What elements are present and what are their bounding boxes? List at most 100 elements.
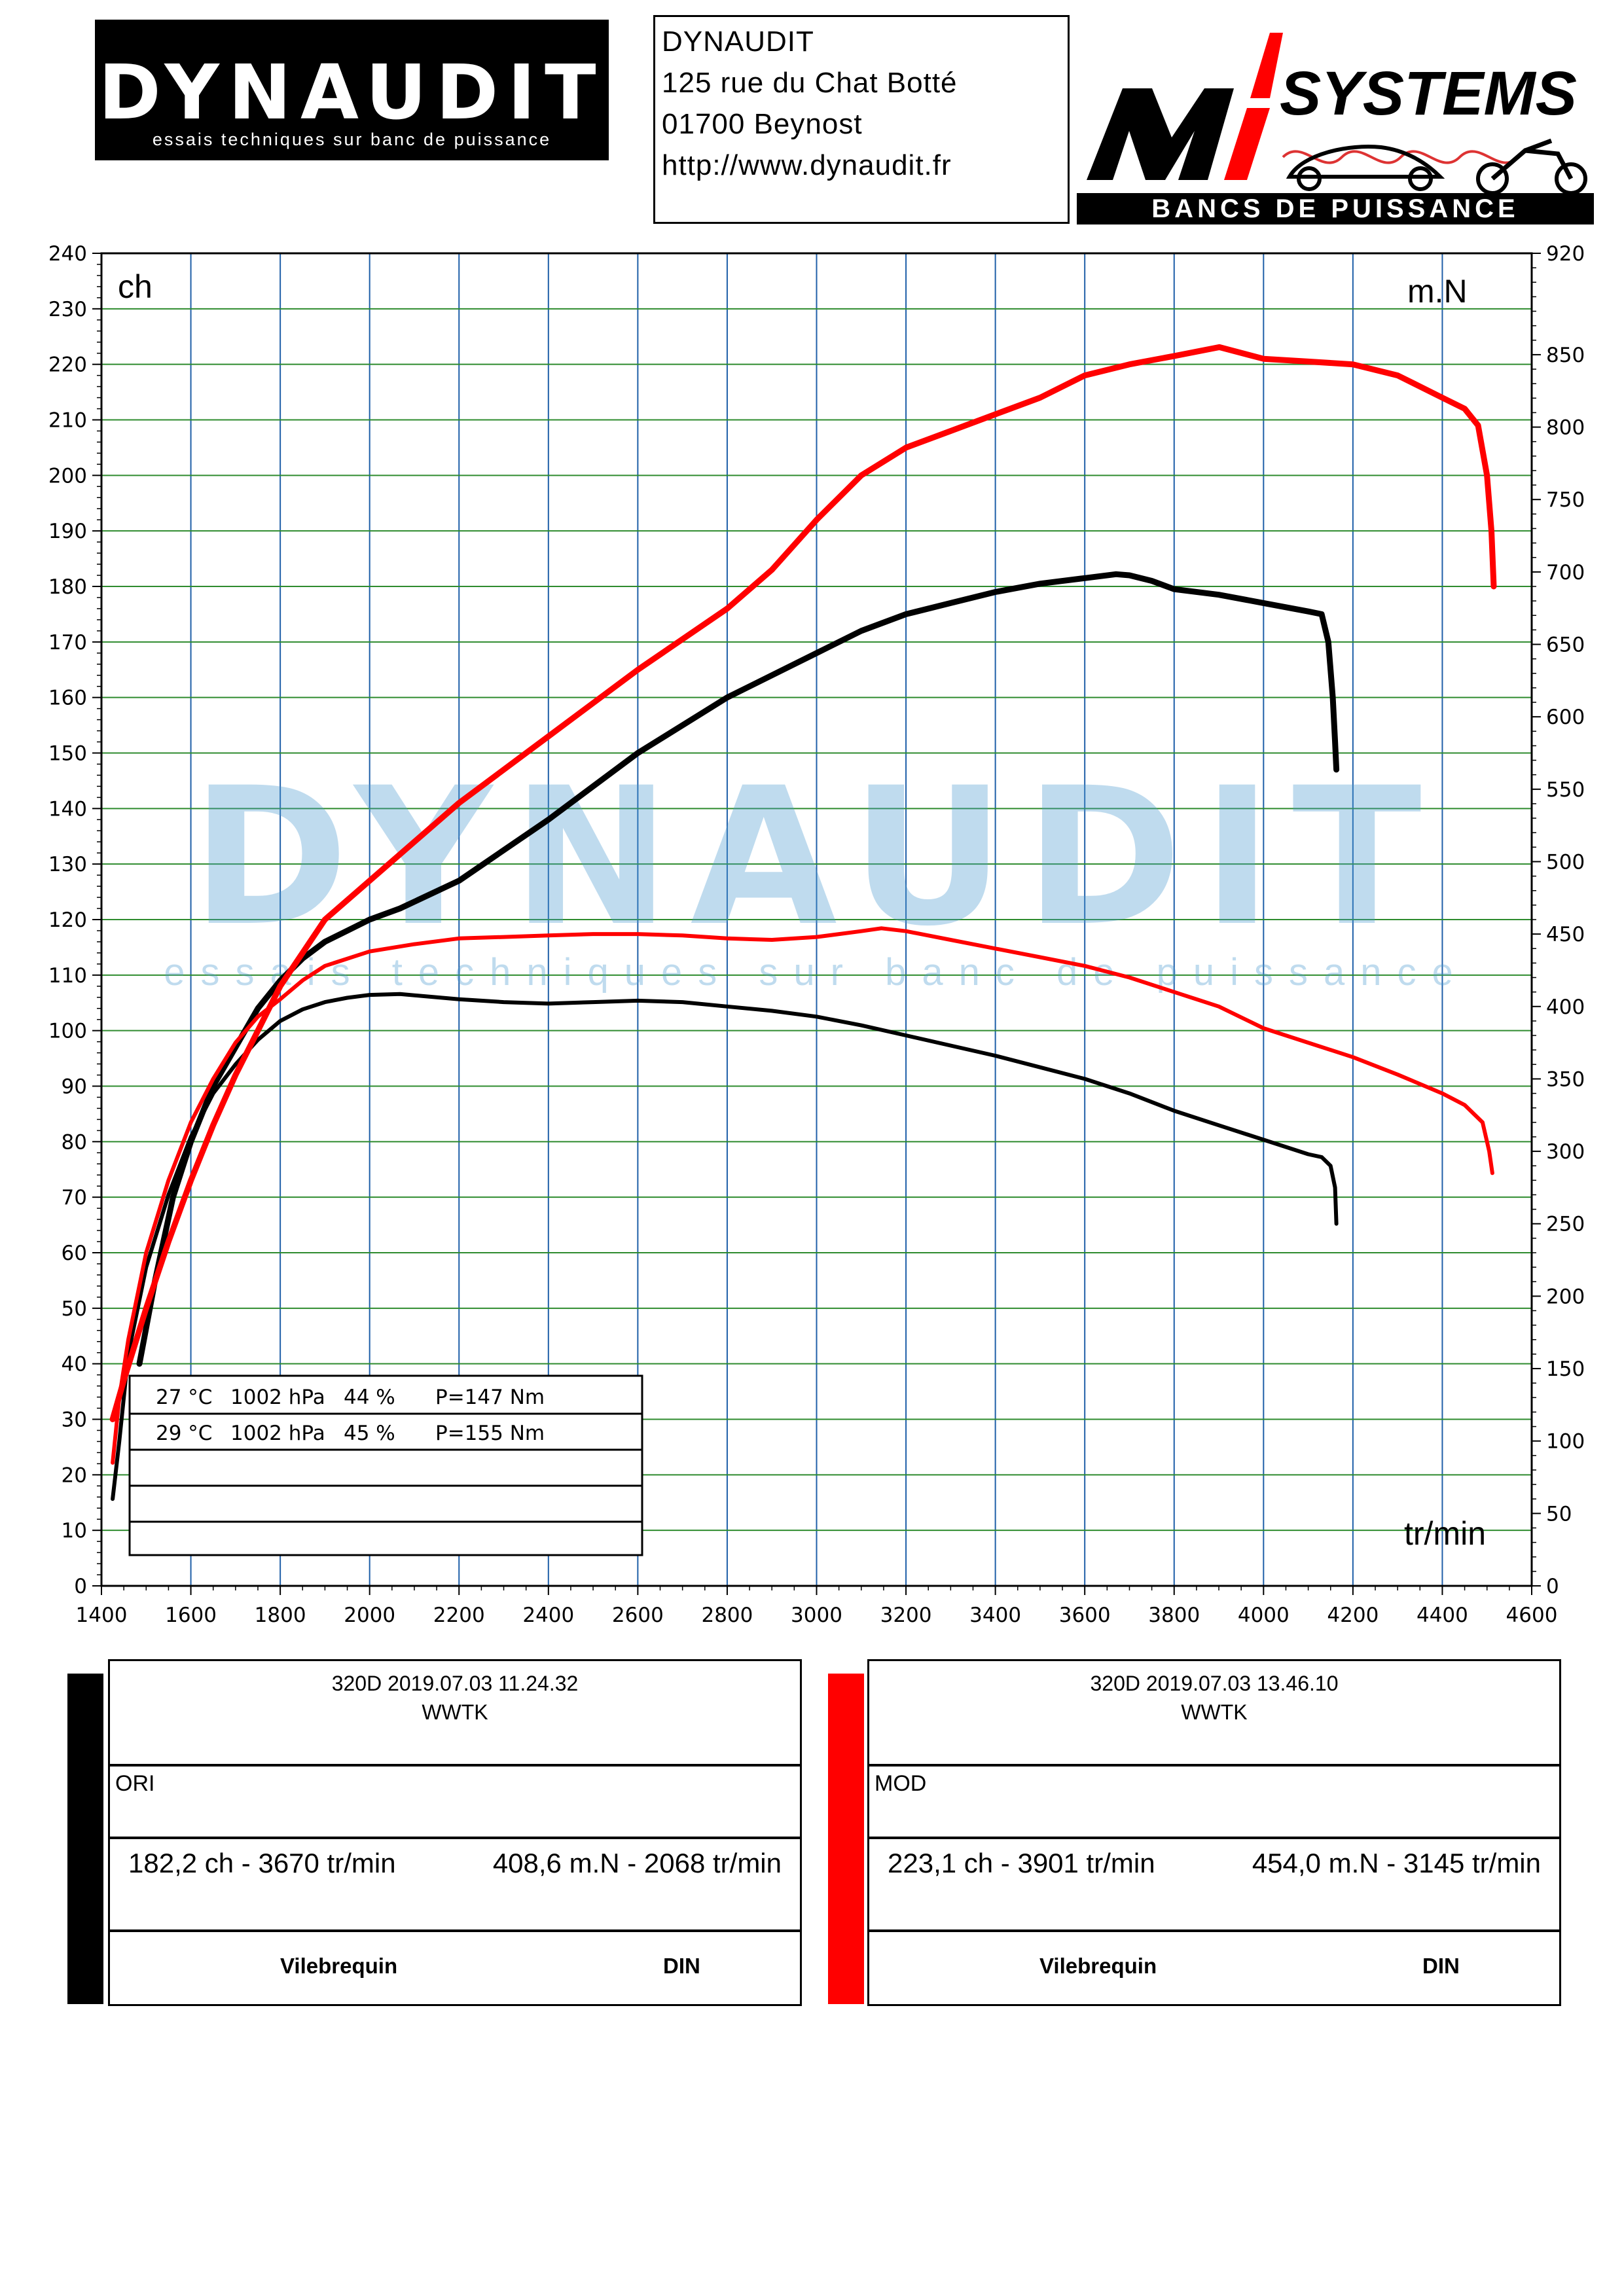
measure-point: Vilebrequin xyxy=(1039,1954,1157,1978)
x-tick-label: 1400 xyxy=(76,1604,128,1627)
y-left-tick-label: 20 xyxy=(62,1463,87,1487)
x-tick-label: 4000 xyxy=(1238,1604,1290,1627)
logo-brand-text: DYNAUDIT xyxy=(98,49,605,137)
y-right-tick-label: 920 xyxy=(1546,242,1585,266)
y-left-tick-label: 60 xyxy=(62,1242,87,1265)
y-left-tick-label: 10 xyxy=(62,1519,87,1543)
x-tick-label: 3200 xyxy=(880,1604,932,1627)
max-torque-value: 454,0 m.N - 3145 tr/min xyxy=(1252,1848,1541,1878)
y-right-tick-label: 800 xyxy=(1546,416,1585,440)
series-mod-torque-line xyxy=(111,926,1494,1465)
watermark-text: DYNAUDIT xyxy=(191,747,1441,968)
legend-color-ori xyxy=(67,1674,103,2004)
address-line-website: http://www.dynaudit.fr xyxy=(662,149,952,181)
run-subtitle: WWTK xyxy=(422,1700,488,1724)
condition-p: P=147 Nm xyxy=(435,1386,545,1409)
dyno-chart: DYNAUDIT essais techniques sur banc de p… xyxy=(48,242,1585,1627)
condition-pressure: 1002 hPa xyxy=(230,1386,325,1409)
y-left-tick-label: 120 xyxy=(48,908,87,932)
y-left-tick-label: 50 xyxy=(62,1297,87,1321)
y-right-tick-label: 50 xyxy=(1546,1502,1572,1526)
y-right-tick-label: 450 xyxy=(1546,923,1585,946)
panel-divider xyxy=(869,1837,1559,1839)
norm: DIN xyxy=(1422,1954,1460,1978)
run-panel-ori: 320D 2019.07.03 11.24.32 WWTK ORI 182,2 … xyxy=(108,1659,802,2006)
y-left-tick-label: 30 xyxy=(62,1408,87,1432)
x-tick-label: 3800 xyxy=(1148,1604,1200,1627)
panel-divider xyxy=(110,1764,800,1767)
x-tick-label: 4400 xyxy=(1416,1604,1468,1627)
y-left-tick-label: 90 xyxy=(62,1075,87,1099)
address-line-city: 01700 Beynost xyxy=(662,108,863,140)
address-line-street: 125 rue du Chat Botté xyxy=(662,67,958,99)
y-left-tick-label: 200 xyxy=(48,464,87,488)
x-tick-label: 4200 xyxy=(1327,1604,1379,1627)
y-left-tick-label: 70 xyxy=(62,1186,87,1210)
run-title: 320D 2019.07.03 13.46.10 xyxy=(1090,1672,1339,1695)
dynaudit-logo: DYNAUDIT essais techniques sur banc de p… xyxy=(95,20,609,160)
partner-logo-text: SYSTEMS xyxy=(1280,59,1577,128)
max-torque-value: 408,6 m.N - 2068 tr/min xyxy=(492,1848,782,1878)
max-power-value: 223,1 ch - 3901 tr/min xyxy=(888,1848,1155,1878)
y-right-tick-label: 850 xyxy=(1546,344,1585,367)
y-left-tick-label: 80 xyxy=(62,1130,87,1154)
run-panel-mod: 320D 2019.07.03 13.46.10 WWTK MOD 223,1 … xyxy=(867,1659,1561,2006)
series-ori-torque-line xyxy=(111,992,1339,1501)
y-left-tick-label: 40 xyxy=(62,1353,87,1376)
address-line-company: DYNAUDIT xyxy=(662,26,814,58)
series-lines xyxy=(109,344,1497,1501)
y-right-tick-label: 750 xyxy=(1546,488,1585,512)
y-right-axis-label: m.N xyxy=(1407,273,1468,310)
legend-color-mod xyxy=(828,1674,864,2004)
y-left-tick-label: 190 xyxy=(48,520,87,543)
y-left-tick-label: 230 xyxy=(48,298,87,321)
x-tick-label: 2000 xyxy=(344,1604,395,1627)
x-tick-label: 3000 xyxy=(791,1604,842,1627)
y-left-tick-label: 210 xyxy=(48,409,87,433)
run-label: MOD xyxy=(875,1771,927,1796)
y-right-tick-label: 400 xyxy=(1546,996,1585,1019)
y-right-tick-label: 700 xyxy=(1546,561,1585,584)
x-tick-label: 2600 xyxy=(612,1604,664,1627)
y-right-tick-label: 550 xyxy=(1546,778,1585,802)
run-subtitle: WWTK xyxy=(1181,1700,1248,1724)
y-left-tick-label: 110 xyxy=(48,964,87,988)
x-tick-label: 2800 xyxy=(701,1604,753,1627)
y-right-tick-label: 650 xyxy=(1546,634,1585,657)
y-left-tick-label: 240 xyxy=(48,242,87,266)
y-right-tick-label: 350 xyxy=(1546,1067,1585,1091)
series-mod-power-line xyxy=(109,344,1497,1422)
condition-temp: 27 °C xyxy=(156,1386,212,1409)
x-tick-label: 1600 xyxy=(165,1604,217,1627)
x-tick-label: 3400 xyxy=(969,1604,1021,1627)
y-left-tick-label: 170 xyxy=(48,631,87,655)
y-left-tick-label: 180 xyxy=(48,575,87,599)
x-axis-label: tr/min xyxy=(1404,1515,1486,1552)
address-box: DYNAUDIT 125 rue du Chat Botté 01700 Bey… xyxy=(653,15,1070,224)
y-right-tick-label: 250 xyxy=(1546,1213,1585,1236)
y-left-tick-label: 220 xyxy=(48,353,87,377)
x-tick-label: 3600 xyxy=(1059,1604,1111,1627)
x-tick-label: 2400 xyxy=(522,1604,574,1627)
conditions-table: 27 °C 1002 hPa 44 % P=147 Nm 29 °C 1002 … xyxy=(128,1374,643,1556)
y-left-tick-label: 160 xyxy=(48,687,87,710)
run-label: ORI xyxy=(115,1771,155,1796)
norm: DIN xyxy=(663,1954,700,1978)
y-right-tick-label: 200 xyxy=(1546,1285,1585,1308)
condition-pressure: 1002 hPa xyxy=(230,1422,325,1445)
x-tick-label: 2200 xyxy=(433,1604,485,1627)
measure-point: Vilebrequin xyxy=(280,1954,398,1978)
y-left-tick-label: 0 xyxy=(74,1575,87,1598)
panel-divider xyxy=(869,1764,1559,1767)
logo-tagline: essais techniques sur banc de puissance xyxy=(152,130,552,149)
series-ori-power-line xyxy=(136,571,1340,1367)
y-left-tick-label: 140 xyxy=(48,797,87,821)
y-left-tick-label: 130 xyxy=(48,853,87,876)
y-right-tick-label: 150 xyxy=(1546,1357,1585,1381)
condition-humidity: 44 % xyxy=(344,1386,395,1409)
y-right-tick-label: 500 xyxy=(1546,850,1585,874)
y-left-tick-label: 100 xyxy=(48,1020,87,1043)
panel-divider xyxy=(869,1929,1559,1932)
panel-divider xyxy=(110,1837,800,1839)
condition-p: P=155 Nm xyxy=(435,1422,545,1445)
